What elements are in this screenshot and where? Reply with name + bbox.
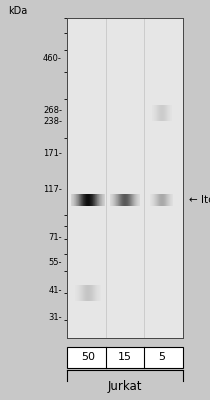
Text: 50: 50 <box>81 352 95 362</box>
Text: 41-: 41- <box>49 286 62 295</box>
Text: 117-: 117- <box>43 185 62 194</box>
Text: 15: 15 <box>118 352 132 362</box>
Text: ← Itch: ← Itch <box>189 195 210 205</box>
Text: 268-: 268- <box>43 106 62 115</box>
Text: Jurkat: Jurkat <box>108 380 142 393</box>
Text: 71-: 71- <box>48 233 62 242</box>
Text: 460-: 460- <box>43 54 62 63</box>
Text: 5: 5 <box>158 352 165 362</box>
Text: 238-: 238- <box>43 117 62 126</box>
Text: kDa: kDa <box>8 6 28 16</box>
Text: 171-: 171- <box>43 149 62 158</box>
Text: 55-: 55- <box>49 258 62 267</box>
Text: 31-: 31- <box>48 313 62 322</box>
